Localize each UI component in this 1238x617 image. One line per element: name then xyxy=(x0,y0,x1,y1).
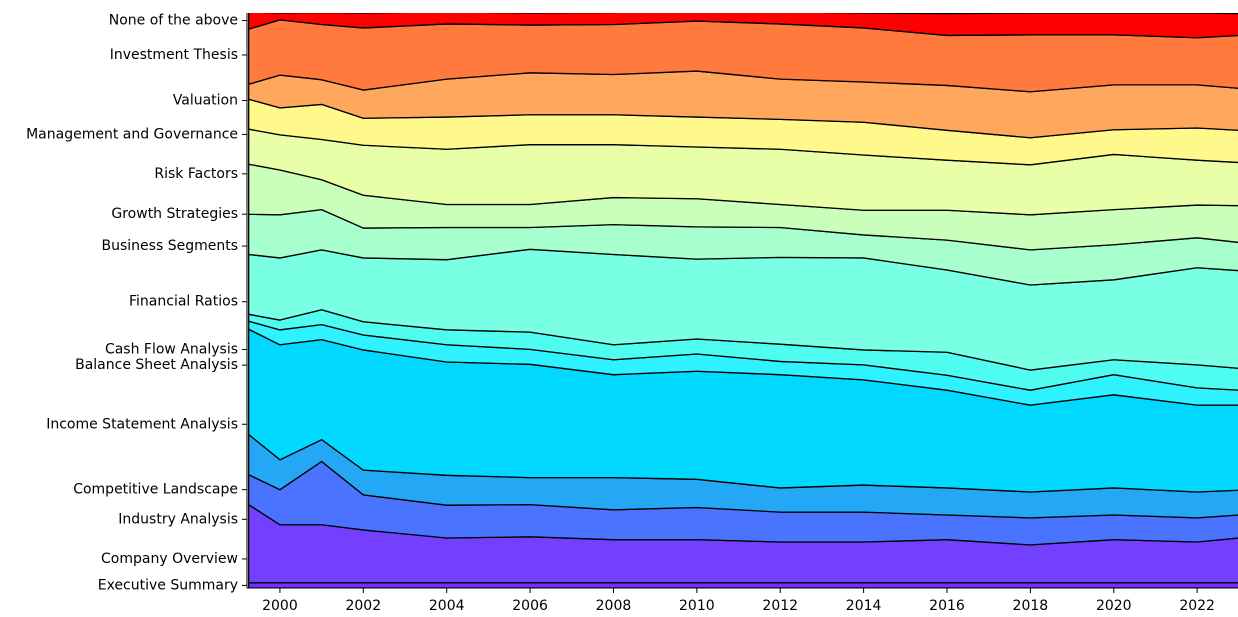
x-tick-label: 2004 xyxy=(429,598,465,614)
series-label: Company Overview xyxy=(101,551,238,567)
series-label: Executive Summary xyxy=(98,577,238,593)
series-label: None of the above xyxy=(109,13,238,29)
x-tick-label: 2010 xyxy=(679,598,715,614)
x-tick-label: 2008 xyxy=(596,598,632,614)
x-tick-label: 2022 xyxy=(1179,598,1215,614)
series-label: Growth Strategies xyxy=(111,206,238,222)
area xyxy=(248,582,1238,588)
series-label: Cash Flow Analysis xyxy=(105,341,238,357)
series-label: Balance Sheet Analysis xyxy=(75,357,238,373)
series-label: Investment Thesis xyxy=(110,47,238,63)
area xyxy=(248,13,1238,39)
x-tick-label: 2002 xyxy=(345,598,381,614)
series-label: Industry Analysis xyxy=(118,511,238,527)
x-tick-label: 2012 xyxy=(762,598,798,614)
series-label: Income Statement Analysis xyxy=(46,416,238,432)
x-tick-label: 2014 xyxy=(846,598,882,614)
series-label: Competitive Landscape xyxy=(73,482,238,498)
x-tick-label: 2006 xyxy=(512,598,548,614)
x-tick-label: 2016 xyxy=(929,598,965,614)
x-tick-label: 2000 xyxy=(262,598,298,614)
series-label: Risk Factors xyxy=(154,166,238,182)
series-label: Business Segments xyxy=(102,238,238,254)
x-tick-label: 2020 xyxy=(1096,598,1132,614)
series-label: Financial Ratios xyxy=(129,294,238,310)
series-label: Management and Governance xyxy=(26,126,238,142)
x-tick-label: 2018 xyxy=(1013,598,1049,614)
plot-area xyxy=(248,13,1238,588)
series-label: Valuation xyxy=(173,92,238,108)
